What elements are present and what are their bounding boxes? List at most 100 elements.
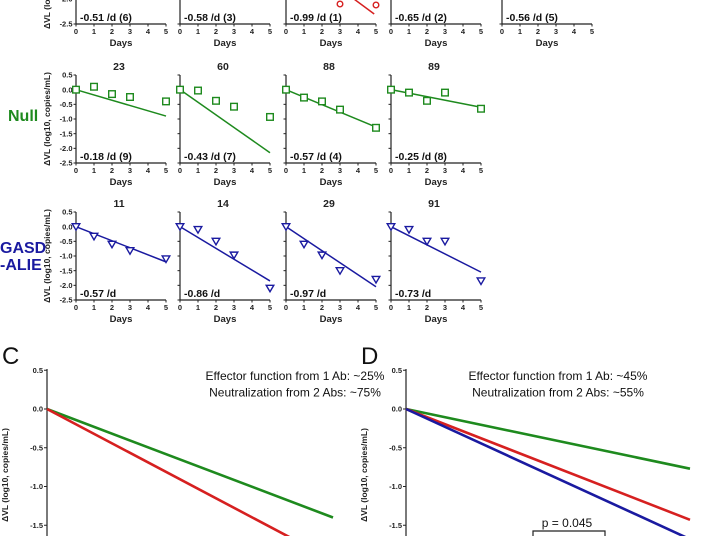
x-tick-label: 3 — [128, 166, 132, 175]
panel-title: 91 — [428, 198, 440, 210]
fit-line — [285, 226, 377, 288]
x-tick-label: 4 — [461, 166, 466, 175]
panel-top-row-2: 0 1 2 3 4 5 Days -0.99 /d (1) — [283, 0, 380, 49]
x-tick-label: 3 — [443, 303, 447, 312]
x-axis-label: Days — [110, 38, 133, 49]
x-tick-label: 2 — [320, 303, 324, 312]
series-line-red — [46, 407, 291, 536]
group-label: GASD — [0, 240, 46, 257]
y-tick-label: -1.5 — [30, 521, 43, 530]
x-tick-label: 0 — [74, 303, 78, 312]
x-tick-label: 5 — [268, 27, 272, 36]
group-gasd-alie: 110.50.0-0.5-1.0-1.5-2.0-2.50 1 2 3 4 5DaysΔV… — [0, 198, 487, 325]
data-point — [300, 93, 309, 102]
data-point — [161, 97, 170, 106]
x-tick-label: 1 — [407, 303, 411, 312]
x-tick-label: 4 — [461, 27, 466, 36]
y-tick-label: 0.5 — [392, 366, 402, 375]
panel-d: D 0.5 0.0 -0.5 -1.0 -1.5 ΔVL (log10, copies/mL… — [359, 343, 691, 536]
y-tick-label: 0.0 — [62, 222, 72, 231]
x-tick-label: 4 — [146, 27, 151, 36]
y-tick-label: -1.5 — [60, 129, 73, 138]
y-tick-label: -2.5 — [60, 159, 73, 168]
x-tick-label: 3 — [443, 27, 447, 36]
series-line-green — [405, 407, 691, 470]
y-tick-label: 0.5 — [62, 71, 72, 80]
fit-line — [354, 0, 375, 15]
y-axis-label: ΔVL (lo — [42, 0, 52, 29]
data-point — [228, 251, 240, 261]
data-point — [403, 225, 415, 235]
slope-label: -0.51 /d (6) — [80, 12, 132, 24]
x-tick-label: 4 — [250, 303, 255, 312]
x-tick-label: 4 — [146, 303, 151, 312]
x-tick-label: 1 — [407, 166, 411, 175]
x-tick-label: 0 — [389, 166, 393, 175]
y-tick-label: -2.0 — [60, 281, 73, 290]
fit-line — [390, 88, 482, 109]
panel-title: 89 — [428, 61, 440, 73]
x-tick-label: 0 — [284, 303, 288, 312]
panel-title: 88 — [323, 61, 335, 73]
x-tick-label: 5 — [374, 303, 378, 312]
panel-title: 14 — [217, 198, 229, 210]
x-tick-label: 3 — [232, 166, 236, 175]
x-tick-label: 5 — [164, 27, 168, 36]
x-tick-label: 5 — [374, 166, 378, 175]
y-tick-label: -0.5 — [60, 100, 73, 109]
fit-line — [179, 89, 271, 154]
slope-label: -0.18 /d (9) — [80, 151, 132, 163]
slope-label: -0.58 /d (3) — [184, 12, 236, 24]
slope-label: -0.65 /d (2) — [395, 12, 447, 24]
panel-top-row-4: 0 1 2 3 4 5 Days -0.56 /d (5) — [499, 0, 594, 49]
x-axis-label: Days — [425, 314, 448, 325]
panel-c: C 0.5 0.0 -0.5 -1.0 -1.5 ΔVL (log10, copies/mL… — [0, 343, 385, 536]
y-tick-label: -2.0 — [60, 144, 73, 153]
x-tick-label: 0 — [389, 27, 393, 36]
data-point — [264, 284, 276, 294]
series-line-blue — [405, 407, 687, 536]
x-tick-label: 1 — [92, 303, 96, 312]
data-point — [125, 92, 134, 101]
x-axis-label: Days — [320, 177, 343, 188]
y-axis-label: ΔVL (log10, copies/mL) — [0, 428, 10, 522]
y-tick-label: -2.5 — [60, 20, 73, 29]
y-tick-label: 0.0 — [62, 85, 72, 94]
x-tick-label: 0 — [500, 27, 504, 36]
x-tick-label: 1 — [196, 303, 200, 312]
data-point — [106, 240, 118, 250]
data-point — [336, 0, 344, 8]
data-point — [423, 96, 432, 105]
y-axis-label: ΔVL (log10, copies/mL) — [359, 428, 369, 522]
p-value-label: p = 0.045 — [542, 516, 593, 530]
x-tick-label: 3 — [232, 27, 236, 36]
x-tick-label: 0 — [178, 27, 182, 36]
data-point — [229, 102, 238, 111]
x-tick-label: 5 — [268, 166, 272, 175]
x-tick-label: 5 — [164, 303, 168, 312]
x-tick-label: 2 — [425, 27, 429, 36]
x-axis-label: Days — [110, 177, 133, 188]
y-tick-label: -0.5 — [389, 443, 402, 452]
panel-letter: D — [361, 343, 378, 370]
x-tick-label: 2 — [214, 166, 218, 175]
x-tick-label: 4 — [250, 166, 255, 175]
slope-label: -0.25 /d (8) — [395, 151, 447, 163]
x-tick-label: 0 — [284, 166, 288, 175]
x-tick-label: 2 — [425, 303, 429, 312]
x-tick-label: 5 — [479, 166, 483, 175]
annotation-line: Effector function from 1 Ab: ~25% — [206, 369, 385, 383]
panel-null-1: 60 0 1 2 3 4 5 Days -0.43 /d (7) — [175, 61, 275, 188]
x-tick-label: 1 — [196, 27, 200, 36]
x-tick-label: 1 — [302, 303, 306, 312]
x-tick-label: 4 — [461, 303, 466, 312]
x-tick-label: 1 — [92, 27, 96, 36]
x-tick-label: 4 — [356, 166, 361, 175]
data-point — [210, 237, 222, 247]
y-tick-label: 0.5 — [62, 208, 72, 217]
x-tick-label: 0 — [178, 166, 182, 175]
x-tick-label: 2 — [110, 27, 114, 36]
